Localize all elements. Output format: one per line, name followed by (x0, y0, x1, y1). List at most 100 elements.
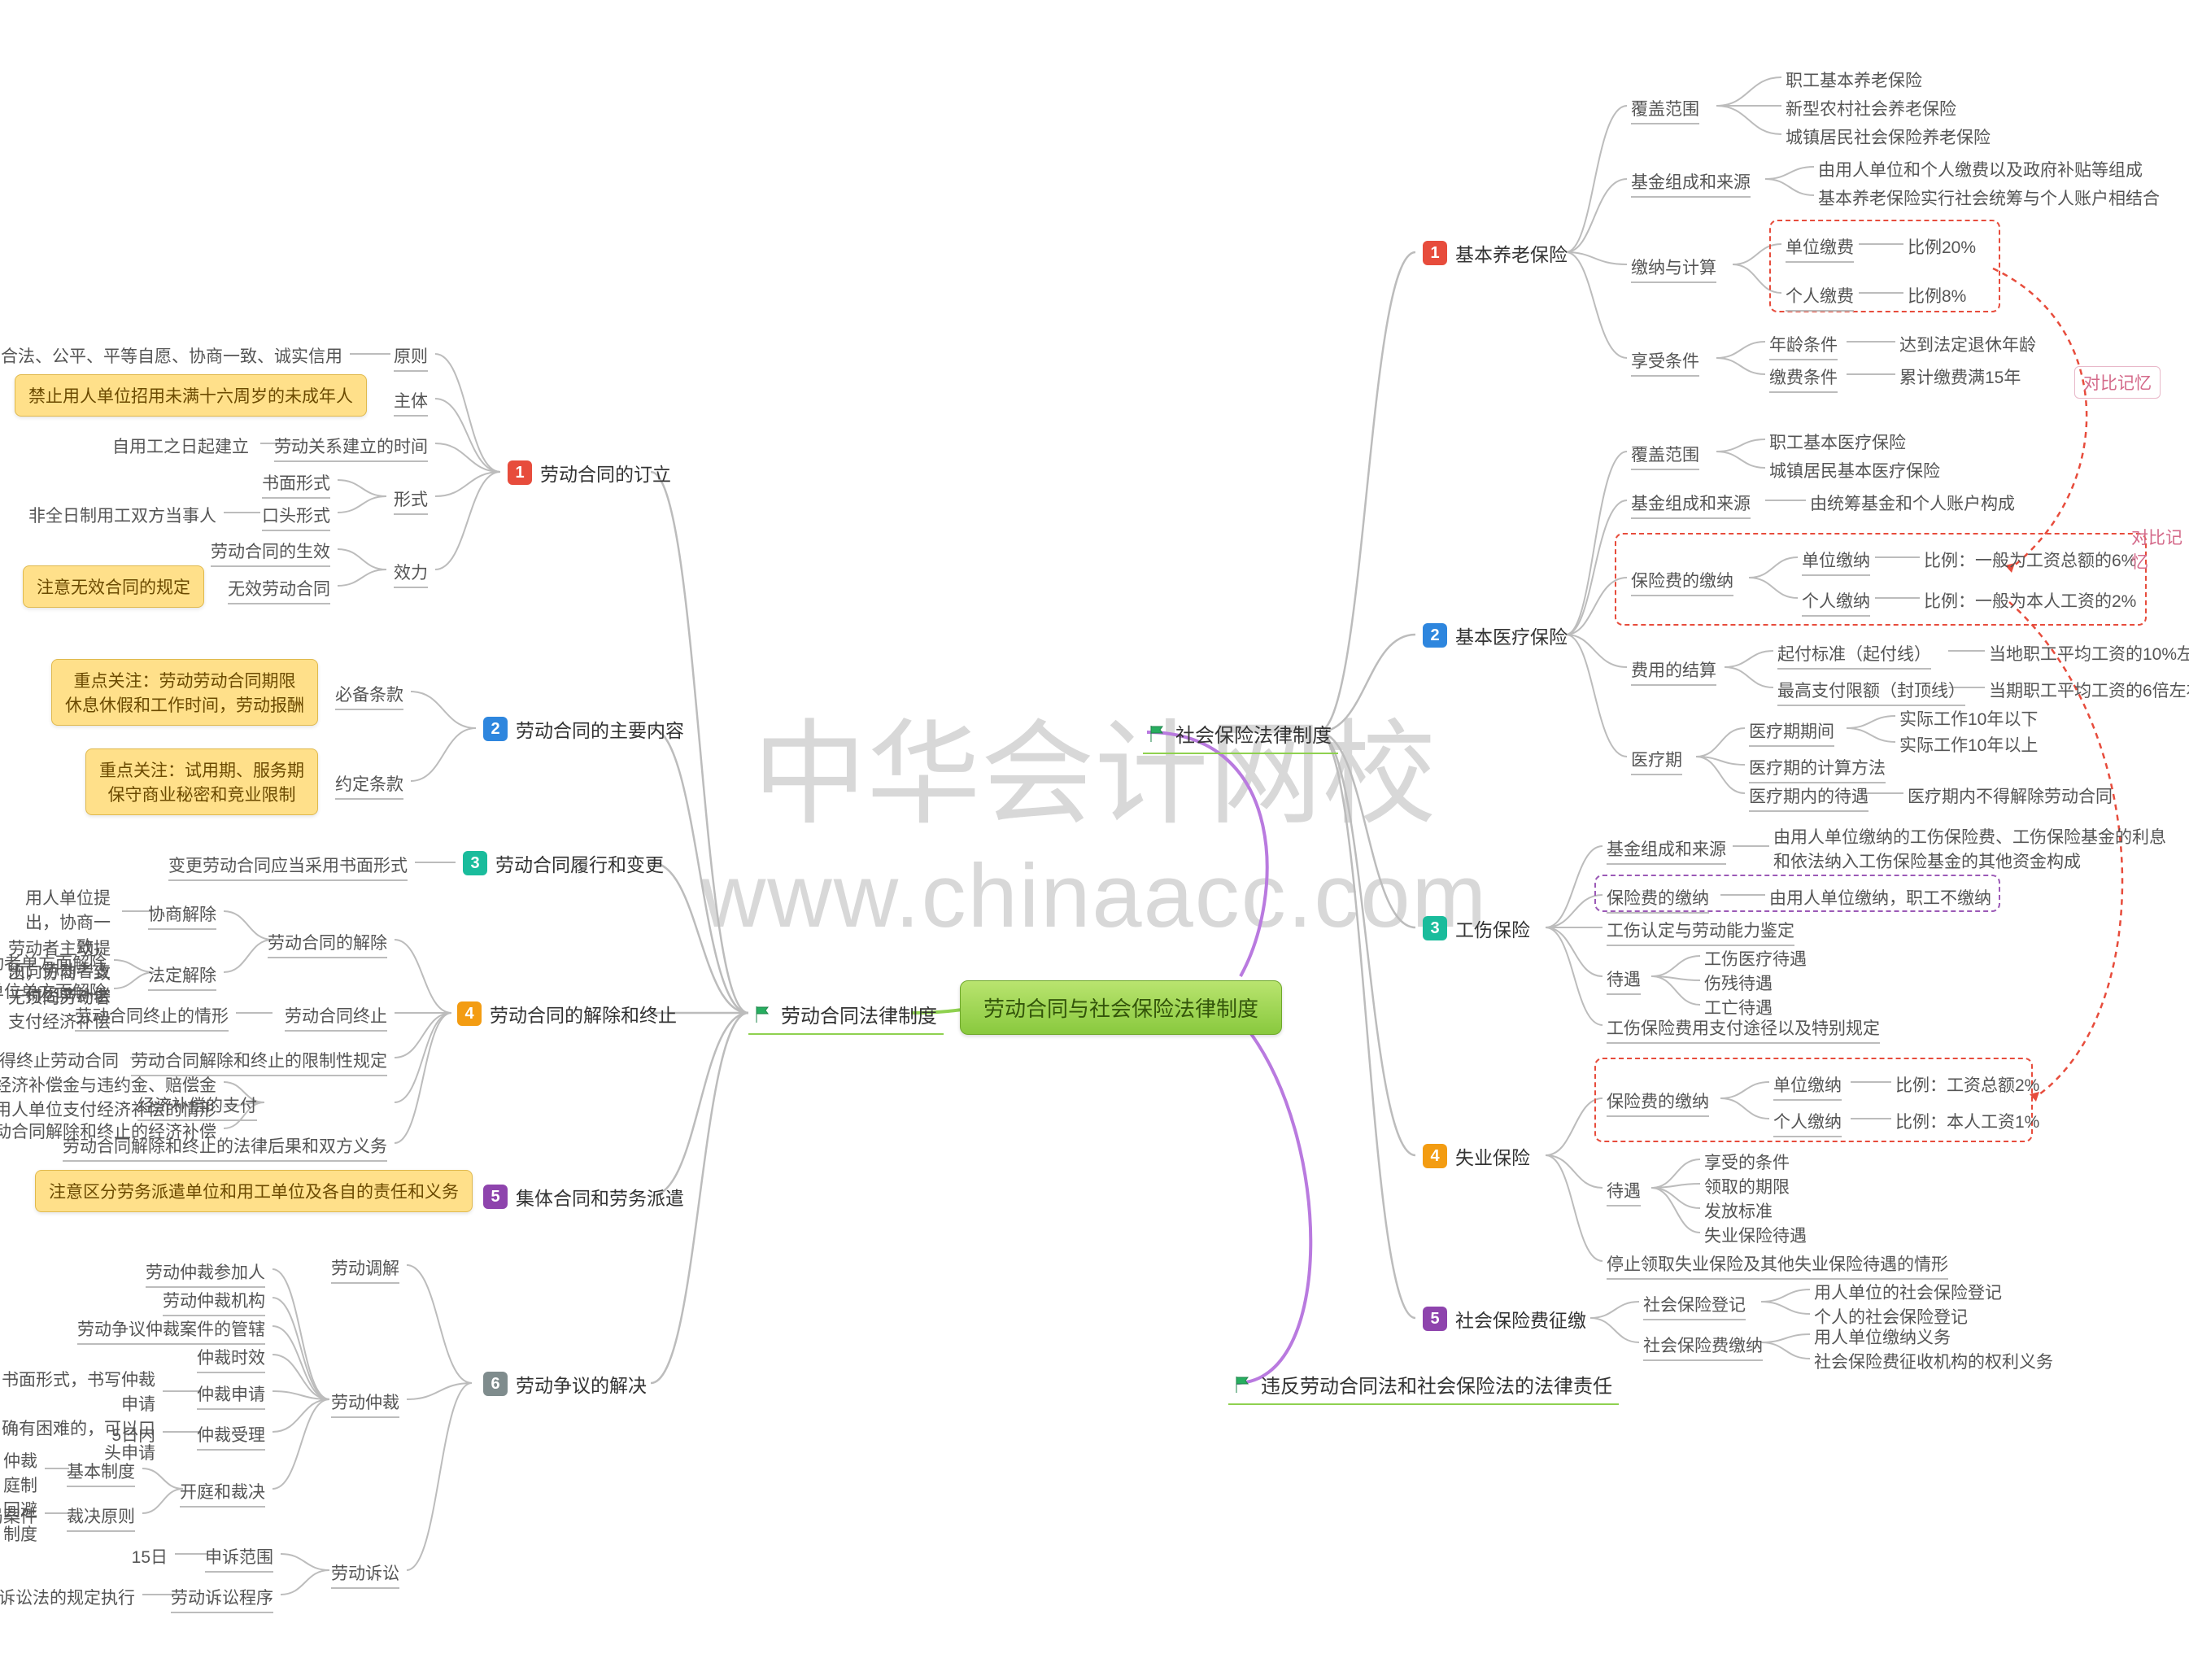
s6-lawsuit-a: 申诉范围 (205, 1544, 273, 1573)
s1-form-a: 书面形式 (262, 470, 330, 499)
r2-premium: 保险费的缴纳 (1631, 568, 1733, 596)
r3-treat: 待遇 (1607, 967, 1641, 995)
s4-dissolve: 劳动合同的解除 (268, 930, 387, 958)
right-sec-1-label: 基本养老保险 (1455, 239, 1568, 267)
r4-treat-d: 失业保险待遇 (1704, 1223, 1807, 1247)
r1-cover: 覆盖范围 (1631, 96, 1699, 124)
s6-arbit-c: 劳动争议仲裁案件的管辖 (77, 1316, 265, 1345)
s6-arbit-g1-note: 仲裁庭制 回避制度 (0, 1448, 37, 1546)
s4-terminate: 劳动合同终止 (285, 1003, 387, 1032)
s6-arbit-b: 劳动仲裁机构 (163, 1288, 265, 1316)
r1-pay-self: 个人缴费 (1786, 283, 1854, 312)
flag-icon (1233, 1375, 1253, 1394)
s4-legal: 法定解除 (148, 962, 216, 991)
r5-reg-a: 用人单位的社会保险登记 (1814, 1280, 2002, 1304)
branch-violation: 违反劳动合同法和社会保险法的法律责任 (1228, 1367, 1619, 1405)
left-sec-6-label: 劳动争议的解决 (516, 1370, 647, 1398)
s4-negotiate: 协商解除 (148, 901, 216, 930)
r4-premium-self-text: 比例：本人工资1% (1895, 1109, 2039, 1133)
r1-pay-unit: 单位缴费 (1786, 234, 1854, 263)
callout-agreed-text: 重点关注：试用期、服务期 保守商业秘密和竞业限制 (99, 761, 304, 805)
branch-social-insurance-label: 社会保险法律制度 (1175, 719, 1332, 748)
branch-social-insurance: 社会保险法律制度 (1143, 716, 1338, 754)
r2-fund-text: 由统筹基金和个人账户构成 (1810, 491, 2015, 515)
s6-arbit-g2-note: 一裁终局案件 (0, 1503, 37, 1528)
r1-enjoy: 享受条件 (1631, 348, 1699, 377)
s1-form: 形式 (394, 487, 428, 515)
branch-labor-contract-label: 劳动合同法律制度 (781, 1000, 937, 1028)
r1-pay-self-rate: 比例8% (1908, 283, 1966, 308)
left-sec-1: 1劳动合同的订立 (504, 457, 674, 488)
num-badge: 4 (1423, 1144, 1447, 1168)
r3-fund-text: 由用人单位缴纳的工伤保险费、工伤保险基金的利息 和依法纳入工伤保险基金的其他资金… (1773, 824, 2166, 873)
r1-cover-a: 职工基本养老保险 (1786, 68, 1922, 92)
num-badge: 2 (1423, 623, 1447, 648)
right-sec-2: 2 基本医疗保险 (1419, 620, 1571, 651)
r4-treat-b: 领取的期限 (1704, 1174, 1790, 1198)
callout-required-text: 重点关注：劳动劳动合同期限 休息休假和工作时间，劳动报酬 (65, 672, 304, 715)
s4-terminate-a: 劳动合同终止的情形 (75, 1003, 229, 1032)
watermark: 中华会计网校 www.chinaacc.com (701, 706, 1488, 950)
r5-pay: 社会保险费缴纳 (1643, 1333, 1763, 1361)
r5-reg: 社会保险登记 (1643, 1292, 1746, 1320)
r2-premium-self-text: 比例：一般为本人工资的2% (1924, 588, 2136, 613)
watermark-line2: www.chinaacc.com (701, 843, 1488, 950)
left-sec-3-label: 劳动合同履行和变更 (495, 849, 664, 877)
num-badge: 5 (1423, 1307, 1447, 1331)
callout-dispatch: 注意区分劳务派遣单位和用工单位及各自的责任和义务 (35, 1170, 473, 1212)
r2-period-a2: 实际工作10年以上 (1899, 732, 2038, 757)
r1-pay-unit-rate: 比例20% (1908, 234, 1976, 259)
r1-fund-a: 由用人单位和个人缴费以及政府补贴等组成 (1818, 157, 2143, 181)
right-sec-2-label: 基本医疗保险 (1455, 622, 1568, 649)
r1-fund: 基金组成和来源 (1631, 169, 1751, 198)
r2-calc-b-text: 当期职工平均工资的6倍左右 (1989, 678, 2189, 702)
s6-arbit-g2: 裁决原则 (67, 1503, 135, 1532)
root-label: 劳动合同与社会保险法律制度 (983, 997, 1258, 1021)
s6-lawsuit-b: 劳动诉讼程序 (171, 1585, 273, 1613)
branch-labor-contract: 劳动合同法律制度 (748, 997, 944, 1035)
branch-violation-label: 违反劳动合同法和社会保险法的法律责任 (1261, 1370, 1612, 1399)
callout-minor-text: 禁止用人单位招用未满十六周岁的未成年人 (28, 387, 353, 406)
right-sec-5: 5社会保险费征缴 (1419, 1303, 1589, 1334)
s6-lawsuit-b-note: 依照民事诉讼法的规定执行 (0, 1585, 135, 1609)
num-badge: 5 (483, 1185, 508, 1209)
right-sec-3: 3工伤保险 (1419, 913, 1533, 944)
left-sec-6: 6劳动争议的解决 (480, 1368, 650, 1399)
callout-agreed: 重点关注：试用期、服务期 保守商业秘密和竞业限制 (85, 748, 318, 815)
r4-premium-unit: 单位缴纳 (1773, 1072, 1842, 1101)
s6-arbit-d: 仲裁时效 (197, 1345, 265, 1373)
s3-a: 变更劳动合同应当采用书面形式 (168, 853, 408, 881)
r2-premium-unit: 单位缴纳 (1802, 548, 1870, 576)
num-badge: 3 (463, 851, 487, 875)
callout-invalid-text: 注意无效合同的规定 (37, 578, 190, 597)
s4-legal-b: 用人单位单方面解除 (0, 979, 107, 1003)
num-badge: 3 (1423, 916, 1447, 940)
r2-premium-unit-text: 比例：一般为工资总额的6% (1924, 548, 2136, 572)
pink-label-a: 对比记忆 (2074, 366, 2161, 399)
left-sec-5-label: 集体合同和劳务派遣 (516, 1183, 684, 1211)
r1-cover-b: 新型农村社会养老保险 (1786, 96, 1956, 120)
left-sec-3: 3 劳动合同履行和变更 (460, 848, 667, 879)
r1-enjoy-pay-text: 累计缴费满15年 (1899, 364, 2021, 389)
r4-premium-unit-text: 比例：工资总额2% (1895, 1072, 2039, 1097)
s6-arbit-f-note: 5日内 (111, 1422, 155, 1447)
r1-pay: 缴纳与计算 (1631, 255, 1716, 283)
r2-period-c-text: 医疗期内不得解除劳动合同 (1908, 783, 2113, 808)
r2-period: 医疗期 (1631, 747, 1682, 775)
r2-period-c: 医疗期内的待遇 (1749, 783, 1868, 812)
r4-premium: 保险费的缴纳 (1607, 1089, 1709, 1117)
r3-fund: 基金组成和来源 (1607, 836, 1726, 865)
r1-enjoy-age: 年龄条件 (1769, 332, 1838, 360)
s1-time-text: 自用工之日起建立 (112, 434, 249, 458)
s1-principle: 原则 (394, 343, 428, 372)
s6-arbit-g: 开庭和裁决 (180, 1479, 265, 1508)
r2-period-b: 医疗期的计算方法 (1749, 755, 1886, 783)
num-badge: 2 (483, 717, 508, 741)
s4-legal-a: 劳动者单方面解除 (0, 950, 107, 975)
s1-effect-a: 劳动合同的生效 (211, 539, 330, 567)
r3-treat-b: 伤残待遇 (1704, 971, 1773, 995)
root-node: 劳动合同与社会保险法律制度 (960, 980, 1282, 1035)
r1-cover-c: 城镇居民社会保险养老保险 (1786, 124, 1991, 149)
callout-required: 重点关注：劳动劳动合同期限 休息休假和工作时间，劳动报酬 (51, 659, 318, 726)
s4-comp-a: 注意区分经济补偿金与违约金、赔偿金 (0, 1072, 216, 1097)
